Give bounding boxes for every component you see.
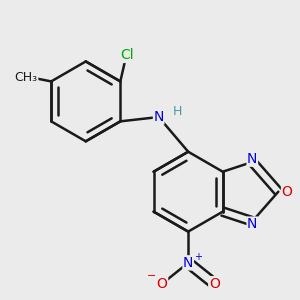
Text: CH₃: CH₃ — [15, 71, 38, 85]
Text: O: O — [282, 185, 292, 199]
Text: O: O — [209, 277, 220, 291]
Text: N: N — [183, 256, 194, 270]
Text: O: O — [157, 277, 168, 291]
Text: +: + — [194, 252, 202, 262]
Text: Cl: Cl — [120, 48, 134, 62]
Text: N: N — [247, 217, 257, 231]
Text: H: H — [173, 105, 182, 118]
Text: −: − — [146, 271, 156, 281]
Text: N: N — [154, 110, 164, 124]
Text: N: N — [247, 152, 257, 166]
